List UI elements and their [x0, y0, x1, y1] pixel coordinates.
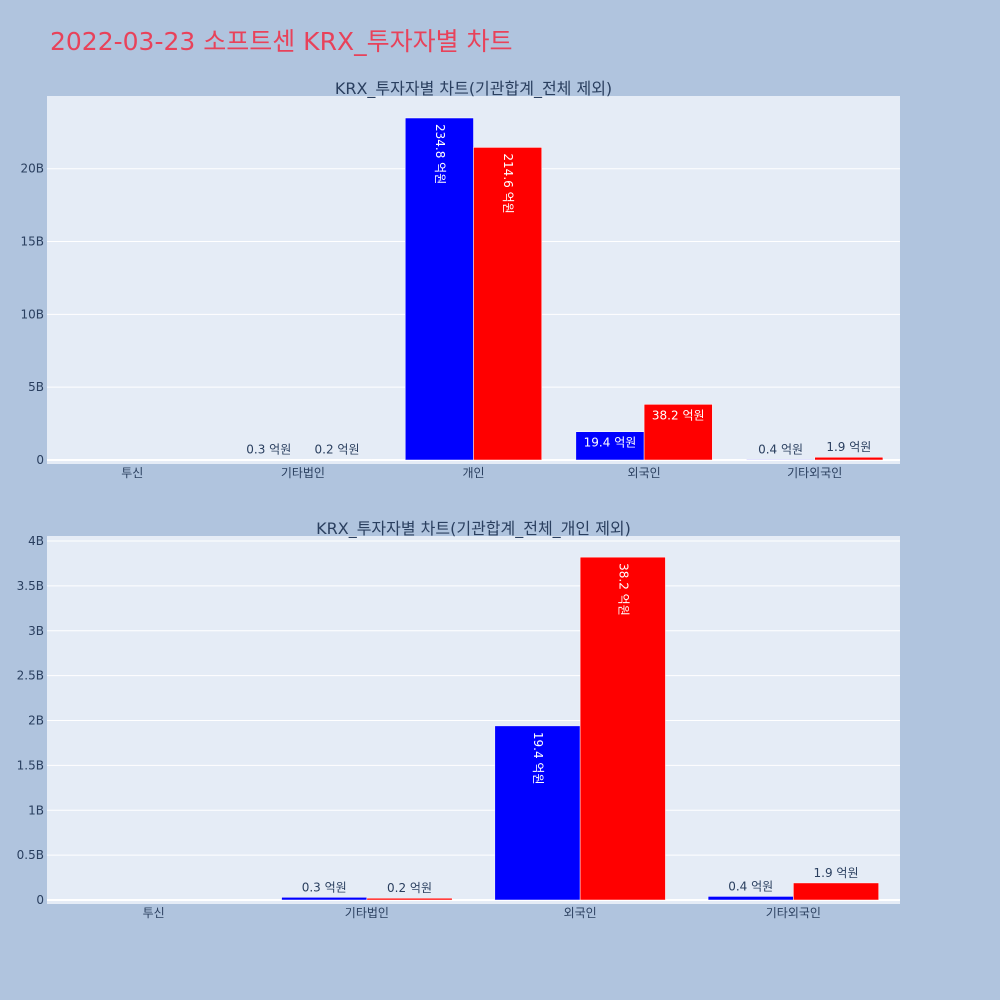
bar [366, 897, 453, 901]
y-tick-label: 10B [20, 307, 44, 321]
bar [746, 459, 815, 461]
x-tick-label: 기타외국인 [766, 906, 821, 920]
bar [575, 431, 645, 461]
y-tick-label: 0 [36, 453, 44, 467]
y-tick-label: 1B [28, 803, 44, 817]
bar-value-label: 38.2 억원 [652, 408, 705, 422]
x-tick-label: 투신 [121, 466, 143, 480]
bar [405, 117, 474, 461]
bar [494, 725, 581, 901]
bar-value-label: 38.2 억원 [616, 563, 630, 616]
bar [579, 556, 666, 901]
x-tick-label: 외국인 [564, 906, 597, 920]
bar-value-label: 0.2 억원 [387, 881, 432, 895]
y-tick-label: 2.5B [17, 669, 44, 683]
y-tick-label: 4B [28, 534, 44, 548]
bar [707, 896, 794, 901]
bar-value-label: 1.9 억원 [826, 440, 871, 454]
bar-value-label: 0.3 억원 [246, 443, 291, 457]
y-tick-label: 3B [28, 624, 44, 638]
bar-value-label: 0.4 억원 [758, 442, 803, 456]
bar [643, 404, 713, 461]
chart-title: KRX_투자자별 차트(기관합계_전체 제외) [335, 79, 612, 99]
y-tick-label: 20B [20, 162, 44, 176]
bar-value-label: 1.9 억원 [814, 866, 859, 880]
chart-title: KRX_투자자별 차트(기관합계_전체_개인 제외) [316, 519, 631, 539]
bar-value-label: 0.4 억원 [728, 879, 773, 893]
y-tick-label: 5B [28, 380, 44, 394]
y-tick-label: 2B [28, 714, 44, 728]
y-tick-label: 0 [36, 893, 44, 907]
page-title: 2022-03-23 소프트센 KRX_투자자별 차트 [50, 27, 513, 56]
bar-value-label: 234.8 억원 [433, 124, 447, 184]
bar [793, 882, 879, 901]
x-tick-label: 기타법인 [281, 466, 325, 480]
bar-value-label: 19.4 억원 [584, 436, 637, 450]
x-tick-label: 기타외국인 [787, 466, 842, 480]
y-tick-label: 0.5B [17, 848, 44, 862]
bar-value-label: 0.2 억원 [315, 443, 360, 457]
x-tick-label: 기타법인 [345, 906, 389, 920]
bar [281, 897, 368, 901]
x-tick-label: 개인 [462, 466, 484, 480]
y-tick-label: 1.5B [17, 758, 44, 772]
bar-value-label: 19.4 억원 [531, 732, 545, 785]
bar-value-label: 214.6 억원 [501, 153, 515, 213]
bar [814, 456, 884, 461]
y-tick-label: 3.5B [17, 579, 44, 593]
bar [473, 147, 542, 461]
bar-value-label: 0.3 억원 [302, 880, 347, 894]
x-tick-label: 외국인 [628, 466, 661, 480]
x-tick-label: 투신 [143, 906, 165, 920]
y-tick-label: 15B [20, 235, 44, 249]
